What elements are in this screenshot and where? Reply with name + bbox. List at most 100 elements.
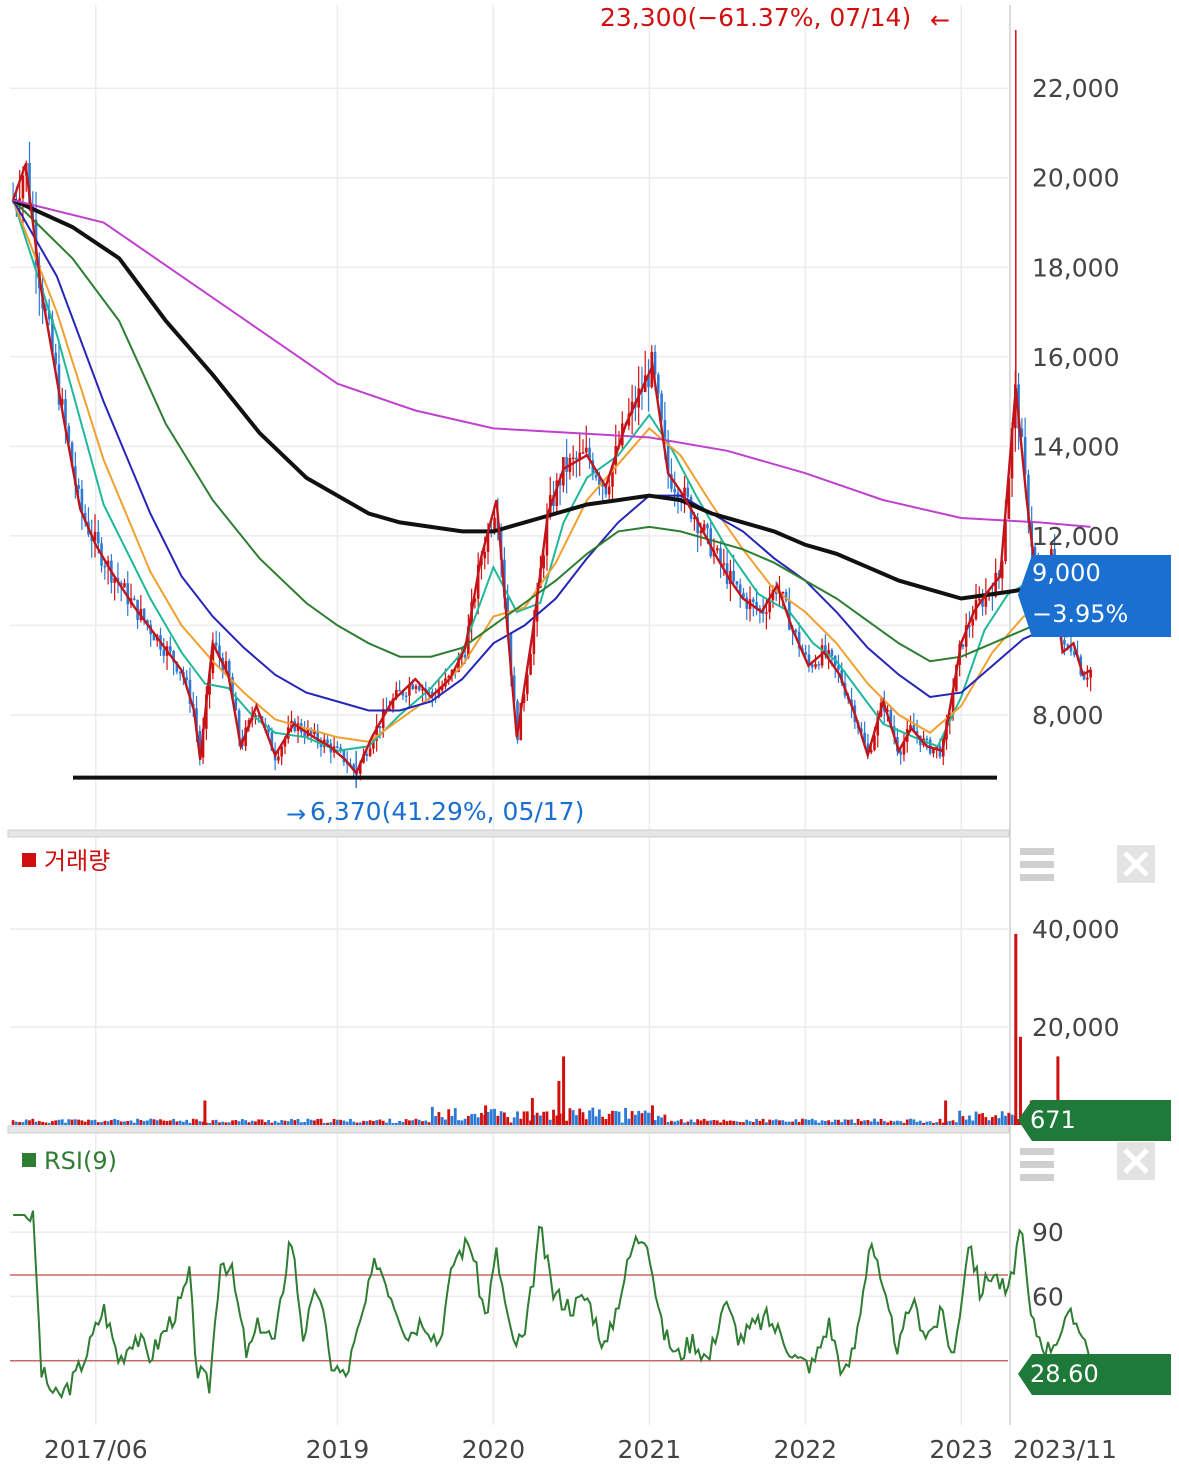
volume-bar	[823, 1120, 827, 1125]
volume-bar	[552, 1109, 555, 1125]
candle-body	[195, 708, 198, 732]
panel-divider-volume[interactable]	[7, 829, 1010, 838]
candle-body	[729, 571, 732, 584]
volume-bar	[843, 1119, 847, 1125]
panel-divider-rsi[interactable]	[7, 1125, 1010, 1134]
candle-body	[277, 756, 280, 761]
volume-bar	[126, 1121, 130, 1125]
candle-body	[604, 485, 608, 495]
volume-bar	[51, 1121, 54, 1125]
volume-bar	[899, 1121, 903, 1125]
volume-bar	[47, 1122, 51, 1125]
candle-body	[1023, 436, 1027, 475]
volume-bar	[211, 1120, 215, 1125]
volume-bar	[60, 1119, 64, 1125]
candle-body	[997, 572, 1001, 579]
volume-bar	[401, 1121, 405, 1125]
candle-body	[660, 393, 663, 421]
volume-bar	[345, 1121, 349, 1125]
volume-bar	[994, 1115, 998, 1125]
candle-body	[316, 730, 320, 742]
volume-spike-bar	[530, 1098, 534, 1125]
volume-legend-swatch	[22, 853, 36, 867]
volume-bar	[961, 1116, 965, 1125]
volume-bar	[692, 1122, 696, 1125]
volume-bar	[859, 1121, 863, 1125]
price-tick-label: 8,000	[1032, 701, 1104, 730]
volume-menu-icon[interactable]	[1020, 848, 1054, 881]
candle-body	[21, 175, 25, 199]
candle-body	[840, 669, 844, 683]
volume-bar	[113, 1118, 117, 1125]
candle-body	[326, 739, 329, 744]
candle-body	[172, 651, 175, 663]
candle-body	[909, 725, 912, 730]
volume-bar	[735, 1121, 739, 1125]
rsi-tick-label: 60	[1032, 1282, 1064, 1311]
price-panel	[11, 30, 1092, 788]
volume-bar	[231, 1120, 234, 1125]
volume-bar	[57, 1119, 61, 1125]
candle-body	[1020, 428, 1024, 437]
candle-body	[526, 674, 529, 695]
volume-bar	[954, 1122, 958, 1125]
volume-bar	[224, 1122, 228, 1125]
volume-bar	[856, 1118, 860, 1125]
volume-bar	[977, 1113, 981, 1125]
candle-body	[188, 679, 192, 704]
volume-bar	[948, 1120, 952, 1125]
candle-body	[60, 399, 64, 405]
volume-bar	[103, 1120, 107, 1125]
candle-body	[280, 746, 283, 757]
candle-body	[804, 652, 808, 655]
volume-bar	[208, 1122, 212, 1125]
volume-bar	[974, 1111, 978, 1125]
rsi-close-icon[interactable]	[1117, 1142, 1155, 1180]
candle-body	[899, 751, 902, 755]
candle-body	[146, 620, 149, 625]
candle-body	[742, 592, 745, 598]
volume-bar	[548, 1119, 552, 1125]
volume-bar	[640, 1113, 644, 1125]
volume-bar	[109, 1120, 113, 1125]
volume-bar	[715, 1120, 719, 1125]
candle-body	[368, 748, 372, 756]
volume-bar	[896, 1120, 899, 1125]
volume-tick-label: 20,000	[1032, 1013, 1119, 1042]
candle-body	[994, 572, 997, 597]
volume-bar	[165, 1121, 169, 1125]
rsi-menu-icon[interactable]	[1020, 1148, 1054, 1181]
moving-average-line	[12, 199, 1091, 712]
candle-body	[951, 691, 955, 713]
volume-bar	[902, 1122, 906, 1125]
volume-bar	[349, 1118, 352, 1125]
volume-bar	[280, 1120, 284, 1125]
volume-bar	[201, 1121, 205, 1125]
volume-bar	[670, 1120, 673, 1125]
candle-body	[702, 524, 706, 531]
volume-bar	[480, 1112, 483, 1125]
volume-bar	[44, 1122, 48, 1125]
volume-close-icon[interactable]	[1117, 845, 1155, 883]
volume-bar	[791, 1121, 795, 1125]
candle-body	[198, 731, 202, 758]
candle-body	[706, 524, 709, 529]
volume-bar	[643, 1110, 647, 1125]
volume-bar	[175, 1121, 179, 1125]
volume-bar	[221, 1121, 225, 1125]
volume-bar	[430, 1106, 434, 1125]
volume-bar	[309, 1119, 313, 1125]
candle-body	[375, 726, 378, 741]
volume-bar	[810, 1118, 814, 1125]
volume-bar	[882, 1121, 886, 1125]
volume-bar	[159, 1119, 162, 1125]
candle-body	[719, 548, 722, 564]
volume-bar	[653, 1120, 657, 1125]
candle-body	[142, 608, 146, 621]
volume-bar	[784, 1121, 788, 1125]
candle-body	[830, 649, 834, 656]
volume-bar	[417, 1119, 421, 1125]
candle-body	[476, 564, 480, 599]
candle-body	[925, 738, 929, 740]
